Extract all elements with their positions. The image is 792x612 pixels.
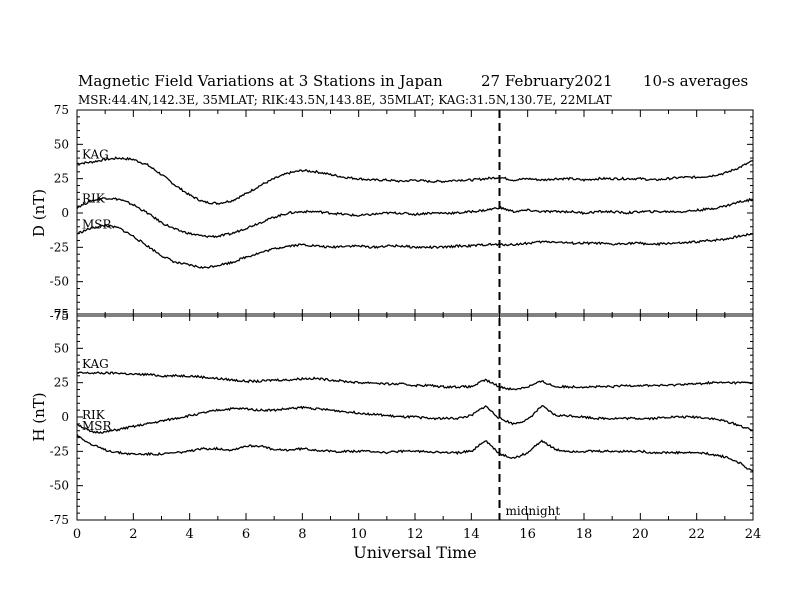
stations-subtitle: MSR:44.4N,142.3E, 35MLAT; RIK:43.5N,143.…	[78, 93, 612, 107]
series-label-kag: KAG	[82, 357, 109, 371]
x-tick-label: 20	[632, 527, 649, 542]
x-tick-label: 22	[688, 527, 705, 542]
series-label-rik: RIK	[82, 408, 106, 422]
y-tick-label: 0	[61, 206, 69, 220]
x-tick-label: 14	[463, 527, 480, 542]
x-tick-label: 12	[407, 527, 424, 542]
averaging-label: 10-s averages	[643, 72, 749, 90]
y-tick-label: 50	[54, 137, 69, 151]
series-line-rik	[76, 197, 754, 239]
series-label-kag: KAG	[82, 148, 109, 162]
y-tick-label: 25	[54, 172, 69, 186]
series-line-msr	[76, 224, 754, 269]
x-tick-label: 18	[576, 527, 593, 542]
y-tick-label: -75	[50, 513, 69, 527]
x-tick-label: 0	[73, 527, 81, 542]
x-tick-label: 6	[242, 527, 250, 542]
x-tick-label: 8	[298, 527, 306, 542]
x-axis-label: Universal Time	[353, 543, 476, 562]
y-tick-label: 0	[61, 410, 69, 424]
y-tick-label: -50	[50, 479, 69, 493]
series-label-msr: MSR	[82, 218, 113, 232]
y-tick-label: -50	[50, 275, 69, 289]
x-tick-label: 16	[519, 527, 536, 542]
panel-frame	[76, 313, 754, 521]
series-label-msr: MSR	[82, 419, 113, 433]
y-axis-label: D (nT)	[30, 189, 48, 237]
series-line-msr	[76, 433, 754, 473]
series-label-rik: RIK	[82, 192, 106, 206]
series-line-kag	[76, 156, 754, 205]
series-line-rik	[76, 404, 754, 434]
x-tick-label: 2	[129, 527, 137, 542]
y-axis-label: H (nT)	[30, 392, 48, 441]
y-tick-label: 75	[54, 307, 69, 321]
y-tick-label: -75	[50, 309, 69, 323]
chart-title: Magnetic Field Variations at 3 Stations …	[78, 72, 443, 90]
series-line-kag	[76, 371, 754, 391]
chart-date: 27 February2021	[481, 72, 613, 90]
y-tick-label: -25	[50, 240, 69, 254]
y-tick-label: 50	[54, 341, 69, 355]
x-tick-label: 24	[745, 527, 762, 542]
y-tick-label: 25	[54, 376, 69, 390]
midnight-label: midnight	[506, 504, 561, 518]
y-tick-label: 75	[54, 103, 69, 117]
x-tick-label: 10	[350, 527, 367, 542]
x-tick-label: 4	[186, 527, 194, 542]
y-tick-label: -25	[50, 444, 69, 458]
